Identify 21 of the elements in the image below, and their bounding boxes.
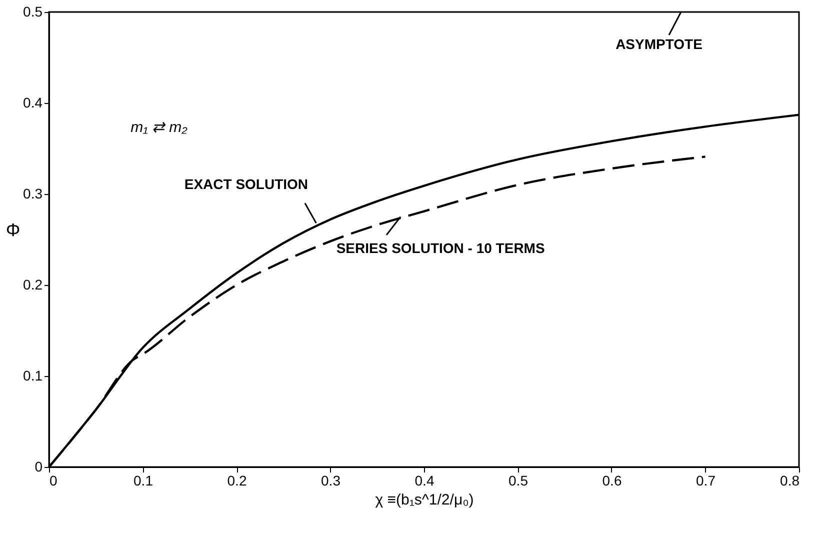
x-tick-label: 0.1 (134, 472, 154, 488)
x-tick-label: 0.3 (321, 472, 341, 488)
annotation: EXACT SOLUTION (184, 176, 308, 192)
annotation: ASYMPTOTE (616, 36, 702, 52)
x-tick-label: 0.8 (780, 472, 800, 488)
y-tick-label: 0.1 (23, 368, 43, 384)
x-axis-title: χ ≡(b₁s^1/2/μ₀) (375, 492, 474, 508)
annotation: m₁ ⇄ m₂ (130, 119, 188, 136)
y-tick-label: 0 (34, 458, 43, 474)
x-tick-label: 0.5 (508, 472, 528, 488)
y-tick-label: 0.4 (23, 94, 43, 110)
x-tick-label: 0.4 (414, 472, 434, 488)
y-tick-label: 0.2 (23, 276, 43, 292)
x-tick-label: 0.2 (227, 472, 247, 488)
annotation: SERIES SOLUTION - 10 TERMS (336, 240, 545, 256)
y-axis-title: Φ (6, 220, 20, 240)
y-tick-label: 0.3 (23, 186, 43, 202)
y-tick-label: 0.5 (23, 4, 43, 20)
x-tick-label: 0.7 (696, 472, 716, 488)
x-tick-label: 0.6 (602, 472, 622, 488)
x-tick-label: 0 (50, 472, 58, 488)
